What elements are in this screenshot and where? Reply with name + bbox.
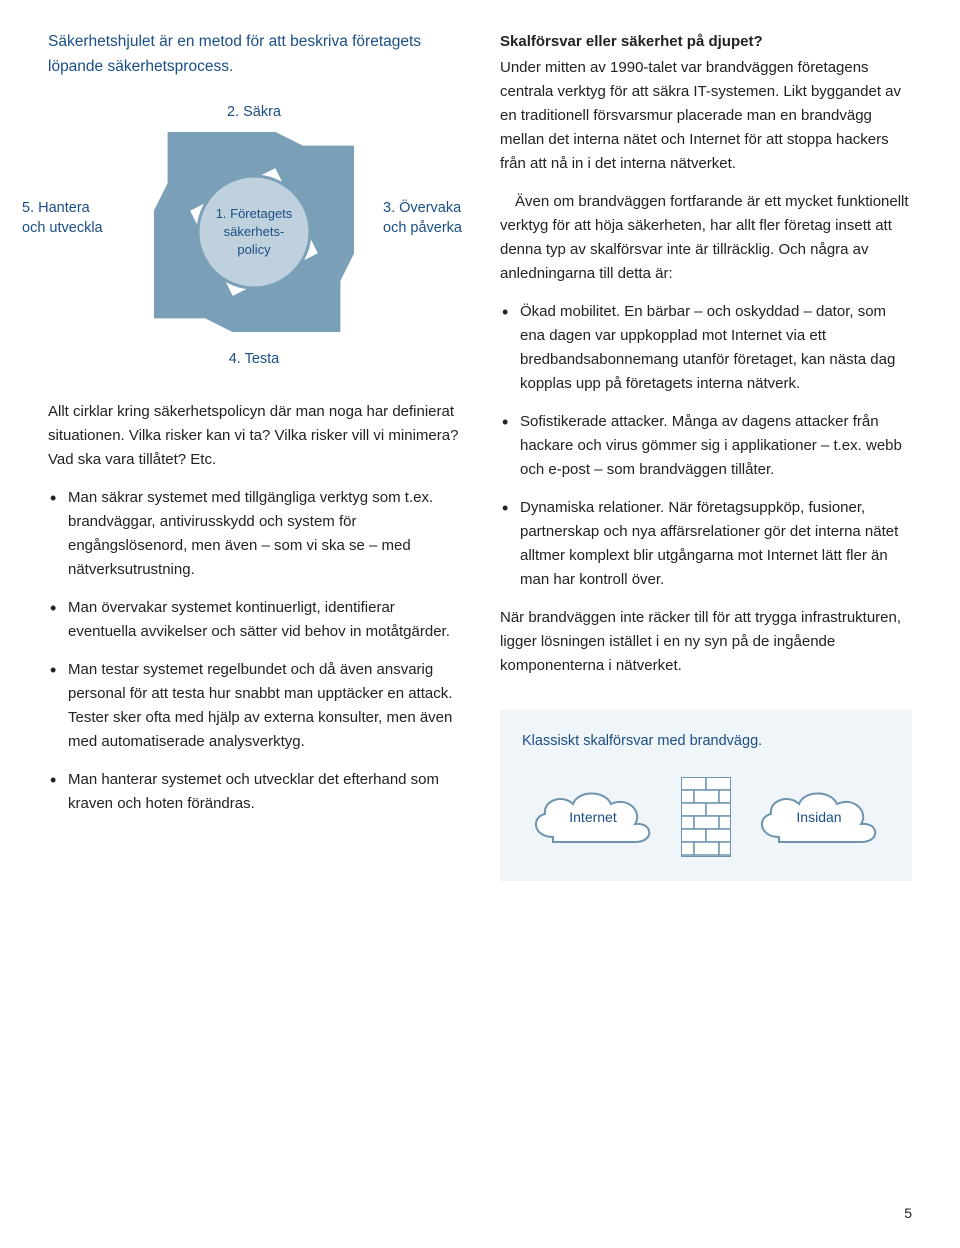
cloud-inside-label: Insidan <box>796 806 841 828</box>
svg-text:1. Företagets: 1. Företagets <box>216 206 293 221</box>
svg-text:säkerhets-: säkerhets- <box>224 224 285 239</box>
cycle-label-right: 3. Övervaka och påverka <box>383 198 478 239</box>
list-item: Man testar systemet regelbundet och då ä… <box>48 658 460 754</box>
list-item: Man hanterar systemet och utvecklar det … <box>48 768 460 816</box>
cycle-label-bottom: 4. Testa <box>229 349 280 369</box>
cloud-inside-icon: Insidan <box>749 782 889 852</box>
list-item: Ökad mobilitet. En bärbar – och oskyddad… <box>500 300 912 396</box>
list-item: Dynamiska relationer. När företagsuppköp… <box>500 496 912 592</box>
firewall-icon <box>681 777 731 857</box>
left-bullets: Man säkrar systemet med tillgängliga ver… <box>48 486 460 816</box>
right-p1: Under mitten av 1990-talet var brandvägg… <box>500 56 912 176</box>
cycle-label-top: 2. Säkra <box>227 102 281 122</box>
right-p3: När brandväggen inte räcker till för att… <box>500 606 912 678</box>
svg-text:policy: policy <box>237 242 271 257</box>
security-wheel-diagram: 2. Säkra 3. Övervaka och påverka 4. Test… <box>48 106 460 366</box>
page-number: 5 <box>904 1202 912 1224</box>
left-paragraph: Allt cirklar kring säkerhetspolicyn där … <box>48 400 460 472</box>
right-p2: Även om brandväggen fortfarande är ett m… <box>500 190 912 286</box>
list-item: Man övervakar systemet kontinuerligt, id… <box>48 596 460 644</box>
cloud-internet-label: Internet <box>569 806 616 828</box>
right-heading: Skalförsvar eller säkerhet på djupet? <box>500 30 912 54</box>
intro-text: Säkerhetshjulet är en metod för att besk… <box>48 30 460 80</box>
list-item: Sofistikerade attacker. Många av dagens … <box>500 410 912 482</box>
right-bullets: Ökad mobilitet. En bärbar – och oskyddad… <box>500 300 912 592</box>
firewall-diagram-box: Klassiskt skalförsvar med brandvägg. Int… <box>500 710 912 881</box>
cycle-arrows-icon: 1. Företagets säkerhets- policy <box>154 132 354 340</box>
cloud-internet-icon: Internet <box>523 782 663 852</box>
firewall-caption: Klassiskt skalförsvar med brandvägg. <box>522 730 890 753</box>
cycle-label-left: 5. Hantera och utveckla <box>22 198 117 239</box>
list-item: Man säkrar systemet med tillgängliga ver… <box>48 486 460 582</box>
